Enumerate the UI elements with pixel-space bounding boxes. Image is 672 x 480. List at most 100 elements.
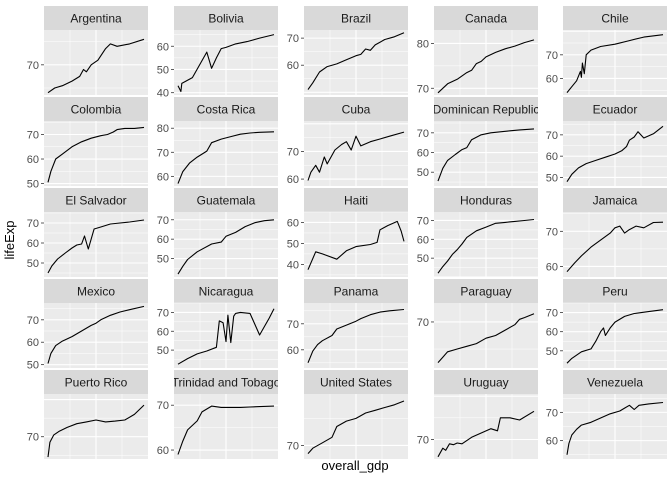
facet-strip-label: Nicaragua bbox=[199, 285, 254, 299]
y-tick-label: 60 bbox=[157, 445, 169, 457]
facet-strip-label: Haiti bbox=[344, 194, 368, 208]
facet-strip bbox=[44, 188, 148, 212]
y-tick-label: 50 bbox=[27, 360, 39, 372]
y-tick-label: 70 bbox=[417, 435, 429, 447]
facet-panel: Argentina 70 bbox=[27, 6, 148, 95]
facet-panel: Peru 50 60 70 bbox=[546, 279, 667, 368]
facet-strip bbox=[563, 6, 667, 30]
y-tick-label: 70 bbox=[157, 400, 169, 412]
y-tick-label: 60 bbox=[546, 73, 558, 85]
series-line bbox=[566, 309, 664, 364]
y-tick-label: 70 bbox=[546, 226, 558, 238]
y-tick-label: 70 bbox=[27, 315, 39, 327]
series-line bbox=[437, 39, 535, 94]
y-tick-label: 70 bbox=[287, 146, 299, 158]
y-tick-label: 60 bbox=[546, 151, 558, 163]
facet-strip-label: Puerto Rico bbox=[65, 376, 128, 390]
facet-panel: Costa Rica 60 70 80 bbox=[157, 97, 278, 186]
facet-panel: Puerto Rico 70 bbox=[27, 370, 148, 459]
y-tick-label: 60 bbox=[157, 326, 169, 338]
facet-strip bbox=[304, 97, 408, 121]
y-tick-label: 70 bbox=[287, 319, 299, 331]
y-tick-label: 70 bbox=[546, 50, 558, 62]
y-tick-label: 60 bbox=[417, 148, 429, 160]
y-tick-label: 50 bbox=[27, 179, 39, 191]
facet-panel: Trinidad and Tobago 60 70 bbox=[157, 370, 278, 459]
facet-strip bbox=[434, 370, 538, 394]
facet-strip bbox=[434, 6, 538, 30]
facet-strip-label: Costa Rica bbox=[197, 103, 256, 117]
x-axis-title: overall_gdp bbox=[321, 458, 388, 473]
facet-panel: Uruguay 70 bbox=[417, 370, 538, 459]
series-line bbox=[47, 404, 145, 458]
y-tick-label: 50 bbox=[157, 345, 169, 357]
facet-strip-label: Ecuador bbox=[593, 103, 638, 117]
y-tick-label: 60 bbox=[417, 234, 429, 246]
facet-strip-label: Jamaica bbox=[593, 194, 638, 208]
facet-strip-label: Uruguay bbox=[463, 376, 508, 390]
y-tick-label: 60 bbox=[546, 436, 558, 448]
y-tick-label: 50 bbox=[287, 238, 299, 250]
y-tick-label: 50 bbox=[157, 64, 169, 76]
facet-strip bbox=[44, 279, 148, 303]
facet-strip-label: Chile bbox=[601, 12, 629, 26]
y-tick-label: 70 bbox=[417, 215, 429, 227]
y-tick-label: 70 bbox=[157, 147, 169, 159]
y-tick-label: 60 bbox=[287, 345, 299, 357]
facet-strip-label: Peru bbox=[602, 285, 627, 299]
y-tick-label: 60 bbox=[157, 41, 169, 53]
facet-strip-label: Guatemala bbox=[197, 194, 256, 208]
y-tick-label: 50 bbox=[157, 254, 169, 266]
facet-strip bbox=[434, 188, 538, 212]
series-line bbox=[177, 308, 275, 365]
facet-strip bbox=[174, 279, 278, 303]
facet-strip-label: Honduras bbox=[460, 194, 512, 208]
facet-strip bbox=[304, 188, 408, 212]
facet-strip-label: Panama bbox=[334, 285, 379, 299]
facet-panel: Venezuela 60 70 bbox=[546, 370, 667, 459]
series-line bbox=[47, 126, 145, 183]
facet-strip bbox=[304, 6, 408, 30]
facet-strip bbox=[563, 97, 667, 121]
y-tick-label: 60 bbox=[27, 238, 39, 250]
series-line bbox=[177, 405, 275, 455]
facet-panel: Paraguay 70 bbox=[417, 279, 538, 368]
facet-strip bbox=[304, 279, 408, 303]
y-tick-label: 40 bbox=[287, 259, 299, 271]
y-tick-label: 60 bbox=[287, 217, 299, 229]
y-tick-label: 60 bbox=[157, 171, 169, 183]
y-tick-label: 70 bbox=[287, 33, 299, 45]
facet-panel: Haiti 40 50 60 bbox=[287, 188, 408, 277]
series-line bbox=[307, 131, 405, 181]
series-line bbox=[177, 131, 275, 184]
y-tick-label: 60 bbox=[27, 337, 39, 349]
facet-strip-label: Canada bbox=[465, 12, 507, 26]
facet-panel: El Salvador 50 60 70 bbox=[27, 188, 148, 277]
y-tick-label: 50 bbox=[417, 253, 429, 265]
y-tick-label: 80 bbox=[157, 123, 169, 135]
facet-strip bbox=[434, 97, 538, 121]
y-tick-label: 60 bbox=[287, 174, 299, 186]
series-line bbox=[437, 313, 535, 363]
facet-panel: Bolivia 40 50 60 bbox=[157, 6, 278, 100]
facet-panel: Mexico 50 60 70 bbox=[27, 279, 148, 372]
facet-strip-label: Brazil bbox=[341, 12, 371, 26]
facet-panel: Chile 60 70 bbox=[546, 6, 667, 95]
facet-panel: Canada 70 80 bbox=[417, 6, 538, 95]
facet-strip-label: Argentina bbox=[70, 12, 122, 26]
series-line bbox=[437, 128, 535, 182]
facet-strip bbox=[434, 279, 538, 303]
y-tick-label: 70 bbox=[546, 130, 558, 142]
facet-panel: United States 70 bbox=[287, 370, 408, 459]
facet-strip bbox=[44, 6, 148, 30]
y-tick-label: 70 bbox=[27, 60, 39, 72]
y-tick-label: 40 bbox=[157, 88, 169, 100]
series-line bbox=[47, 305, 145, 364]
facet-panel: Panama 60 70 bbox=[287, 279, 408, 368]
series-line bbox=[566, 401, 664, 455]
facet-panel: Brazil 60 70 bbox=[287, 6, 408, 95]
series-line bbox=[307, 400, 405, 454]
series-line bbox=[566, 125, 664, 182]
series-line bbox=[47, 38, 145, 94]
